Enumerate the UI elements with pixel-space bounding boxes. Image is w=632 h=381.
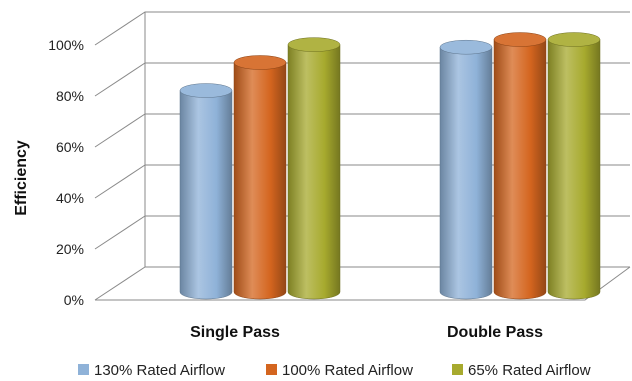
- floor-edge: [95, 266, 631, 301]
- y-tick-label: 80%: [56, 88, 84, 104]
- bar-body: [179, 90, 233, 300]
- legend: 130% Rated Airflow 100% Rated Airflow 65% …: [78, 362, 591, 379]
- bar-body: [287, 44, 341, 300]
- legend-label: 65% Rated Airflow: [468, 362, 591, 379]
- bar: [287, 37, 341, 300]
- y-tick-label: 0%: [64, 292, 84, 308]
- y-tick-label: 40%: [56, 190, 84, 206]
- category-label-layer: Single Pass Double Pass: [190, 324, 543, 341]
- bar-top: [287, 37, 341, 52]
- category-label: Double Pass: [447, 324, 543, 341]
- bar: [179, 83, 233, 300]
- legend-swatch: [452, 364, 463, 375]
- legend-item: 130% Rated Airflow: [78, 362, 225, 379]
- legend-item: 65% Rated Airflow: [452, 362, 591, 379]
- bar: [233, 55, 287, 300]
- bar-top: [439, 39, 493, 55]
- y-axis-title: Efficiency: [13, 140, 30, 216]
- legend-item: 100% Rated Airflow: [266, 362, 413, 379]
- grid-layer: [94, 11, 631, 301]
- category-label: Single Pass: [190, 324, 280, 341]
- y-tick-label: 100%: [48, 37, 84, 53]
- bar-body: [493, 39, 547, 300]
- bar-body: [547, 39, 601, 300]
- bar-body: [439, 46, 493, 300]
- bar-top: [493, 32, 547, 47]
- bar: [493, 32, 547, 300]
- bar: [547, 32, 601, 300]
- bar-top: [233, 55, 287, 70]
- bar-top: [547, 32, 601, 47]
- legend-label: 100% Rated Airflow: [282, 362, 413, 379]
- y-tick-label: 60%: [56, 139, 84, 155]
- legend-label: 130% Rated Airflow: [94, 362, 225, 379]
- legend-swatch: [78, 364, 89, 375]
- y-tick-label: 20%: [56, 241, 84, 257]
- bar-top: [179, 83, 233, 98]
- bar-body: [233, 62, 287, 300]
- legend-swatch: [266, 364, 277, 375]
- bar-layer: [179, 32, 601, 300]
- y-tick-layer: 0% 20% 40% 60% 80% 100%: [48, 37, 84, 308]
- bar: [439, 39, 493, 300]
